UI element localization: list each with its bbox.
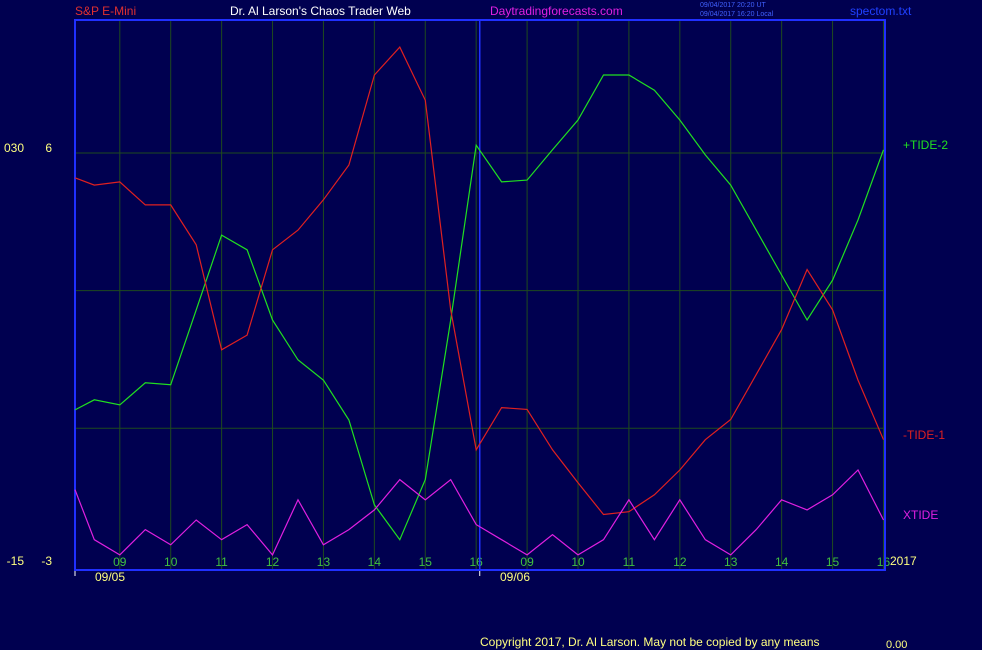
x-tick-label: 16 [877, 555, 891, 569]
instrument-label: S&P E-Mini [75, 4, 136, 18]
x-tick-label: 15 [419, 555, 433, 569]
series-line [74, 74, 885, 541]
y-tick-label: -3 [41, 554, 52, 568]
series-line [74, 469, 885, 557]
x-tick-label: 12 [673, 555, 687, 569]
timestamp-local: 09/04/2017 16:20 Local [700, 11, 774, 18]
date-label: 09/05 [95, 570, 125, 584]
x-tick-label: 13 [724, 555, 738, 569]
x-tick-label: 12 [266, 555, 280, 569]
x-tick-label: 11 [215, 555, 228, 569]
x-tick-label: 09 [113, 555, 127, 569]
legend-label: XTIDE [903, 508, 938, 522]
copyright: Copyright 2017, Dr. Al Larson. May not b… [480, 635, 820, 649]
x-tick-label: 14 [775, 555, 789, 569]
x-tick-label: 15 [826, 555, 840, 569]
chart-title: Dr. Al Larson's Chaos Trader Web [230, 4, 411, 18]
y-tick-label: 6 [45, 141, 52, 155]
plot-border [74, 19, 886, 571]
site-label: Daytradingforecasts.com [490, 4, 623, 18]
y2-tick-label: -15 [7, 554, 25, 568]
legend-label: -TIDE-1 [903, 428, 945, 442]
x-tick-label: 10 [164, 555, 178, 569]
x-tick-label: 13 [317, 555, 331, 569]
x-tick-label: 14 [368, 555, 382, 569]
date-label: 09/06 [500, 570, 530, 584]
file-label: spectom.txt [850, 4, 912, 18]
readout: 0.00 [886, 639, 907, 650]
y2-tick-label: 030 [4, 141, 24, 155]
year-label: 2017 [890, 554, 917, 568]
x-tick-label: 10 [571, 555, 585, 569]
x-tick-label: 11 [623, 555, 636, 569]
x-tick-label: 09 [520, 555, 534, 569]
x-tick-label: 16 [470, 555, 484, 569]
series-line [74, 46, 885, 516]
legend-label: +TIDE-2 [903, 138, 948, 152]
timestamp-ut: 09/04/2017 20:20 UT [700, 2, 766, 9]
